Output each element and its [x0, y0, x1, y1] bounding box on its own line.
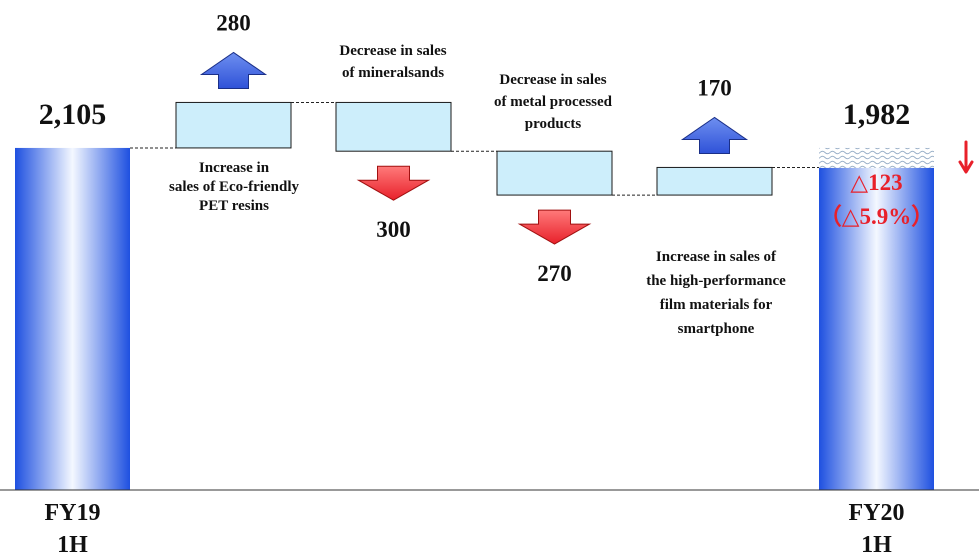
step-description-3: Decrease in sales: [499, 72, 606, 88]
step-description-2: Decrease in sales: [339, 43, 446, 59]
step-value-3: 270: [537, 261, 572, 286]
total-bar-fy19: [15, 147, 130, 490]
reduction-band: [819, 147, 934, 168]
step-value-1: 280: [216, 10, 251, 35]
down-arrow-icon: [517, 209, 592, 245]
category-label-fy19: FY19: [45, 500, 101, 526]
step-description-4: smartphone: [678, 321, 755, 337]
category-label-fy20: FY20: [849, 500, 905, 526]
step-description-4: the high-performance: [646, 273, 786, 289]
step-description-4: Increase in sales of: [656, 249, 777, 265]
step-box-2: [335, 101, 452, 152]
category-label-fy19: 1H: [57, 532, 88, 557]
up-arrow-icon: [680, 116, 749, 154]
total-value-fy20: 1,982: [843, 98, 911, 131]
step-value-2: 300: [376, 217, 411, 242]
step-description-3: of metal processed: [494, 94, 613, 110]
step-value-4: 170: [697, 75, 732, 100]
step-box-4: [656, 166, 773, 196]
step-box-1: [175, 101, 292, 149]
red-down-arrow-icon: [958, 140, 974, 174]
step-description-2: of mineralsands: [342, 65, 444, 81]
step-description-3: products: [525, 116, 582, 132]
net-change-label: △123: [850, 170, 902, 195]
down-arrow-icon: [356, 165, 431, 201]
total-value-fy19: 2,105: [39, 98, 107, 131]
category-label-fy20: 1H: [861, 532, 892, 557]
up-arrow-icon: [199, 51, 268, 89]
step-description-1: Increase in: [199, 160, 270, 176]
step-description-4: film materials for: [660, 297, 773, 313]
total-bar-fy20: [819, 167, 934, 491]
step-box-3: [496, 150, 613, 196]
step-description-1: sales of Eco-friendly: [169, 179, 299, 195]
net-change-label: （△5.9%）: [819, 203, 934, 229]
step-description-1: PET resins: [199, 198, 269, 214]
